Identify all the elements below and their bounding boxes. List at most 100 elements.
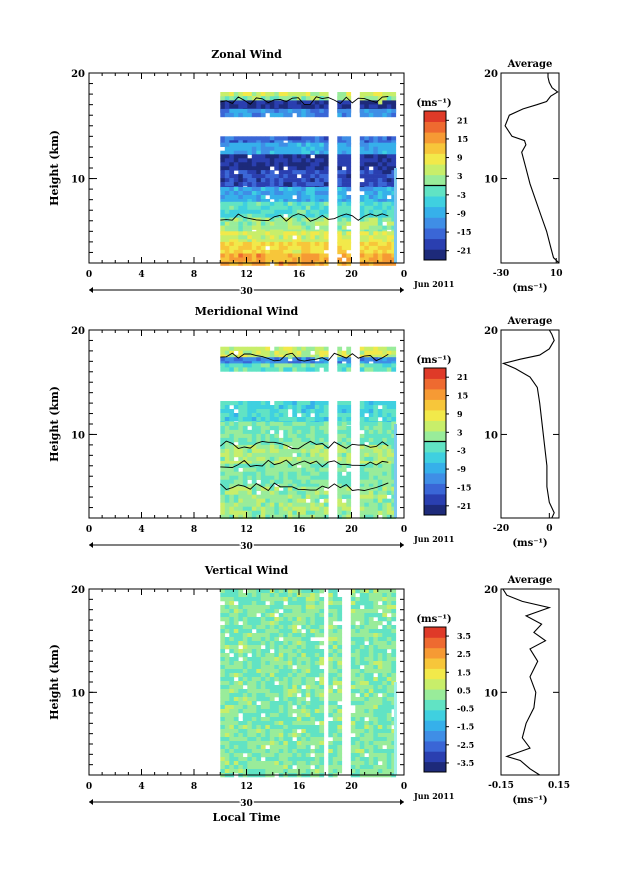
heatmap-cell xyxy=(301,661,307,666)
heatmap-cell xyxy=(283,350,289,355)
heatmap-cell xyxy=(301,697,307,702)
heatmap-cell xyxy=(373,765,379,770)
heatmap-cell xyxy=(323,209,329,215)
heatmap-cell xyxy=(256,753,262,758)
heatmap-cell xyxy=(260,367,266,372)
heatmap-cell xyxy=(386,721,392,726)
heatmap-cell xyxy=(229,709,235,714)
heatmap-cell xyxy=(382,494,388,499)
heatmap-cell xyxy=(377,221,383,226)
heatmap-cell xyxy=(301,158,307,163)
heatmap-cell xyxy=(283,689,289,694)
heatmap-cell xyxy=(382,741,388,746)
date-month-label: Jun 2011 xyxy=(413,791,454,801)
heatmap-cell xyxy=(386,510,392,515)
heatmap-cell xyxy=(287,140,293,145)
heatmap-cell xyxy=(337,510,343,515)
heatmap-cell xyxy=(242,409,248,414)
heatmap-cell xyxy=(220,741,226,746)
heatmap-cell xyxy=(274,705,280,710)
heatmap-cell xyxy=(373,479,379,484)
heatmap-cell xyxy=(386,733,392,738)
heatmap-cell xyxy=(278,769,284,774)
heatmap-cell xyxy=(350,761,356,766)
heatmap-cell xyxy=(229,140,235,145)
heatmap-cell xyxy=(301,257,307,262)
heatmap-cell xyxy=(283,721,289,726)
heatmap-cell xyxy=(337,425,343,431)
heatmap-cell xyxy=(377,637,383,642)
heatmap-cell xyxy=(323,158,329,163)
heatmap-cell xyxy=(314,354,320,359)
heatmap-cell xyxy=(233,367,239,372)
heatmap-cell xyxy=(332,669,338,674)
heatmap-cell xyxy=(377,629,383,634)
heatmap-cell xyxy=(346,346,352,351)
heatmap-cell xyxy=(301,637,307,642)
heatmap-cell xyxy=(305,112,311,118)
heatmap-cell xyxy=(373,621,379,626)
heatmap-cell xyxy=(242,178,248,183)
heatmap-cell xyxy=(224,417,230,422)
heatmap-cell xyxy=(247,483,253,488)
heatmap-cell xyxy=(346,498,352,503)
heatmap-cell xyxy=(319,757,325,762)
heatmap-cell xyxy=(242,199,248,204)
heatmap-cell xyxy=(233,239,239,244)
heatmap-cell xyxy=(296,201,302,207)
heatmap-cell xyxy=(242,729,248,734)
heatmap-cell xyxy=(296,158,302,163)
heatmap-cell xyxy=(220,213,226,219)
heatmap-cell xyxy=(283,609,289,614)
heatmap-cell xyxy=(314,717,320,722)
date-day-label: 30 xyxy=(240,287,253,297)
heatmap-cell xyxy=(274,701,280,706)
heatmap-cell xyxy=(287,213,293,219)
heatmap-cell xyxy=(224,174,230,179)
heatmap-cell xyxy=(256,354,262,359)
heatmap-cell xyxy=(305,637,311,642)
heatmap-cell xyxy=(278,235,284,240)
heatmap-cell xyxy=(359,425,365,431)
heatmap-cell xyxy=(382,405,388,410)
heatmap-cell xyxy=(368,665,374,670)
heatmap-cell xyxy=(283,92,289,97)
heatmap-cell xyxy=(269,367,275,372)
heatmap-cell xyxy=(319,409,325,414)
heatmap-cell xyxy=(251,709,257,714)
heatmap-cell xyxy=(301,425,307,431)
heatmap-cell xyxy=(337,140,343,145)
heatmap-cell xyxy=(377,705,383,710)
heatmap-cell xyxy=(296,745,302,750)
heatmap-cell xyxy=(391,753,397,758)
heatmap-cell xyxy=(233,597,239,602)
heatmap-cell xyxy=(287,429,293,435)
heatmap-cell xyxy=(224,166,230,171)
heatmap-cell xyxy=(386,158,392,163)
heatmap-cell xyxy=(301,486,307,491)
heatmap-cell xyxy=(247,170,253,175)
colorbar-swatch xyxy=(424,111,446,122)
heatmap-cell xyxy=(224,713,230,718)
heatmap-cell xyxy=(224,733,230,738)
heatmap-cell xyxy=(319,713,325,718)
heatmap-cell xyxy=(310,146,316,151)
heatmap-cell xyxy=(296,669,302,674)
heatmap-cell xyxy=(242,187,248,192)
heatmap-cell xyxy=(301,452,307,458)
heatmap-cell xyxy=(296,629,302,634)
heatmap-cell xyxy=(292,621,298,626)
heatmap-cell xyxy=(323,195,329,200)
heatmap-cell xyxy=(373,669,379,674)
heatmap-cell xyxy=(337,486,343,491)
heatmap-cell xyxy=(377,589,383,594)
heatmap-cell xyxy=(377,170,383,175)
heatmap-cell xyxy=(296,401,302,406)
heatmap-cell xyxy=(364,467,370,472)
heatmap-cell xyxy=(386,601,392,606)
heatmap-cell xyxy=(287,209,293,215)
heatmap-cell xyxy=(301,709,307,714)
heatmap-cell xyxy=(220,112,226,118)
heatmap-cell xyxy=(341,96,347,101)
heatmap-cell xyxy=(220,705,226,710)
